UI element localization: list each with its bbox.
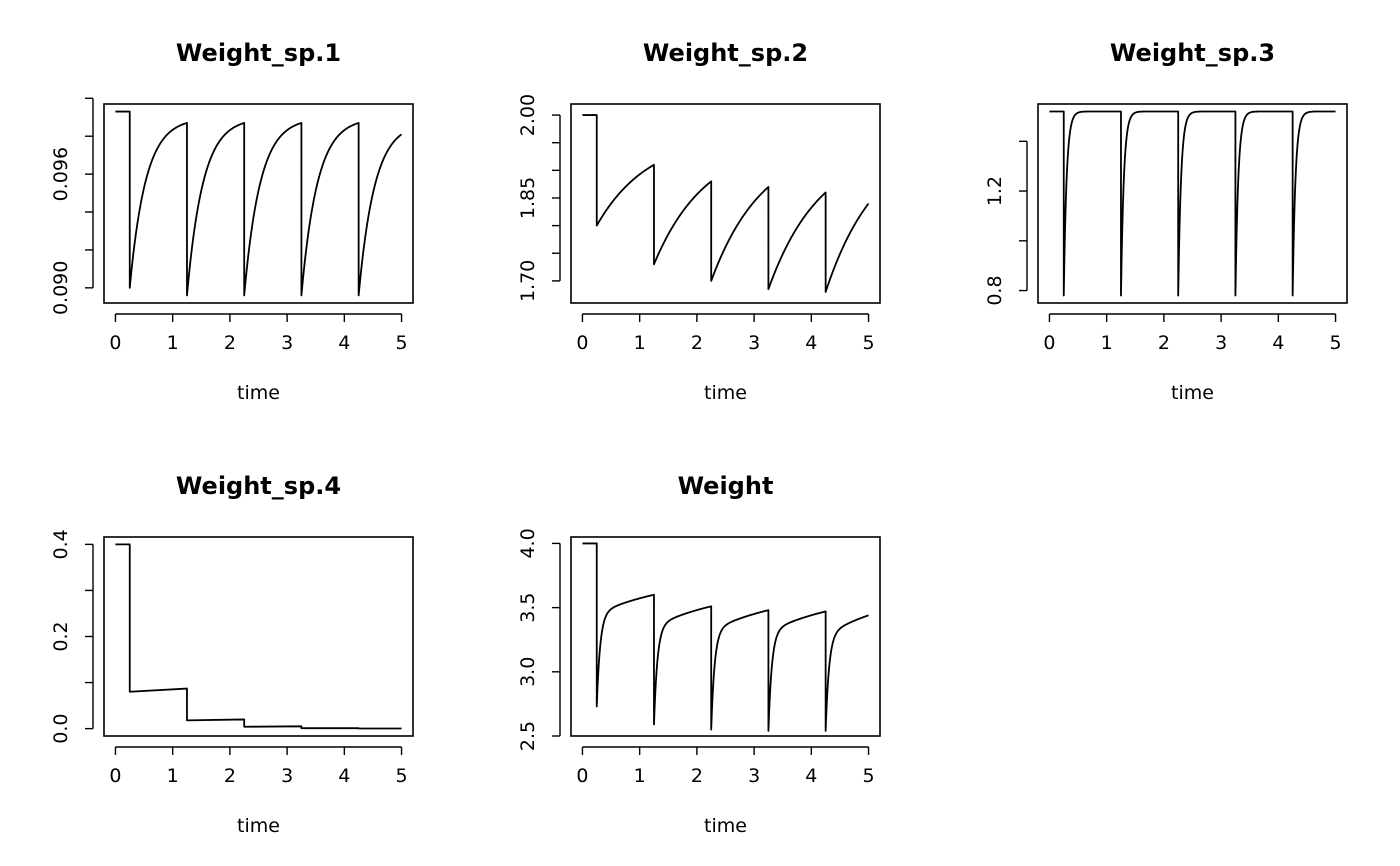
x-tick-label: 1 (167, 332, 179, 354)
x-tick-label: 4 (805, 332, 817, 354)
panel-title: Weight_sp.2 (643, 39, 808, 67)
x-tick-label: 1 (167, 765, 179, 787)
plot-frame (1037, 103, 1348, 304)
x-tick-label: 2 (224, 332, 236, 354)
x-tick-label: 5 (396, 332, 408, 354)
y-tick-label: 4.0 (517, 528, 539, 558)
y-tick-label: 0.0 (50, 714, 72, 744)
x-tick-label: 1 (634, 332, 646, 354)
y-tick-label: 0.4 (50, 529, 72, 559)
panel-weight-sp-4: Weight_sp.4 0 1 2 3 4 5 time 0.0 0.2 0.4 (50, 472, 414, 837)
y-tick-label: 1.2 (984, 176, 1006, 206)
x-tick-label: 4 (338, 332, 350, 354)
x-tick-label: 0 (576, 332, 588, 354)
panel-title: Weight (678, 472, 774, 500)
y-tick-label: 0.096 (50, 147, 72, 201)
y-tick-label: 0.2 (50, 621, 72, 651)
y-tick-label: 0.8 (984, 275, 1006, 305)
x-tick-label: 4 (1272, 332, 1284, 354)
y-tick-label: 1.85 (517, 177, 539, 219)
x-tick-label: 1 (1101, 332, 1113, 354)
series-line (582, 114, 870, 293)
x-axis-label: time (1171, 382, 1214, 404)
x-tick-label: 0 (109, 332, 121, 354)
series-line (582, 542, 869, 732)
x-tick-label: 2 (691, 765, 703, 787)
panel-weight-sp-1: Weight_sp.1 0 1 2 3 4 5 time 0.090 0.096 (50, 39, 414, 404)
x-tick-label: 5 (396, 765, 408, 787)
panel-weight: Weight 0 1 2 3 4 5 time 2.5 3.0 3.5 4.0 (517, 472, 881, 837)
plot-frame (570, 103, 881, 304)
series-line (1049, 110, 1336, 297)
x-tick-label: 2 (691, 332, 703, 354)
x-tick-label: 2 (1158, 332, 1170, 354)
x-tick-label: 4 (338, 765, 350, 787)
y-tick-label: 1.70 (517, 260, 539, 302)
x-tick-label: 3 (748, 765, 760, 787)
x-tick-label: 0 (576, 765, 588, 787)
panel-title: Weight_sp.4 (176, 472, 341, 500)
x-tick-label: 3 (281, 765, 293, 787)
x-tick-label: 2 (224, 765, 236, 787)
x-axis-label: time (237, 815, 280, 837)
plot-frame (570, 536, 881, 737)
y-tick-label: 3.0 (517, 657, 539, 687)
x-tick-label: 1 (634, 765, 646, 787)
x-tick-label: 4 (805, 765, 817, 787)
x-tick-label: 5 (863, 332, 875, 354)
panel-title: Weight_sp.1 (176, 39, 341, 67)
x-tick-label: 3 (748, 332, 760, 354)
panel-weight-sp-2: Weight_sp.2 0 1 2 3 4 5 time 1.70 1.85 2.00 (517, 39, 881, 404)
x-tick-label: 3 (281, 332, 293, 354)
panel-weight-sp-3: Weight_sp.3 0 1 2 3 4 5 time 0.8 1.2 (984, 39, 1348, 404)
x-axis-label: time (704, 382, 747, 404)
series-line (115, 110, 403, 297)
series-line (115, 543, 402, 730)
y-tick-label: 2.5 (517, 721, 539, 751)
x-axis-label: time (704, 815, 747, 837)
x-tick-label: 5 (1330, 332, 1342, 354)
panel-title: Weight_sp.3 (1110, 39, 1275, 67)
x-tick-label: 0 (1043, 332, 1055, 354)
x-tick-label: 0 (109, 765, 121, 787)
plot-frame (103, 103, 414, 304)
x-axis-label: time (237, 382, 280, 404)
y-tick-label: 3.5 (517, 593, 539, 623)
plot-frame (103, 536, 414, 737)
x-tick-label: 5 (863, 765, 875, 787)
x-tick-label: 3 (1215, 332, 1227, 354)
y-tick-label: 0.090 (50, 261, 72, 315)
y-tick-label: 2.00 (517, 94, 539, 136)
